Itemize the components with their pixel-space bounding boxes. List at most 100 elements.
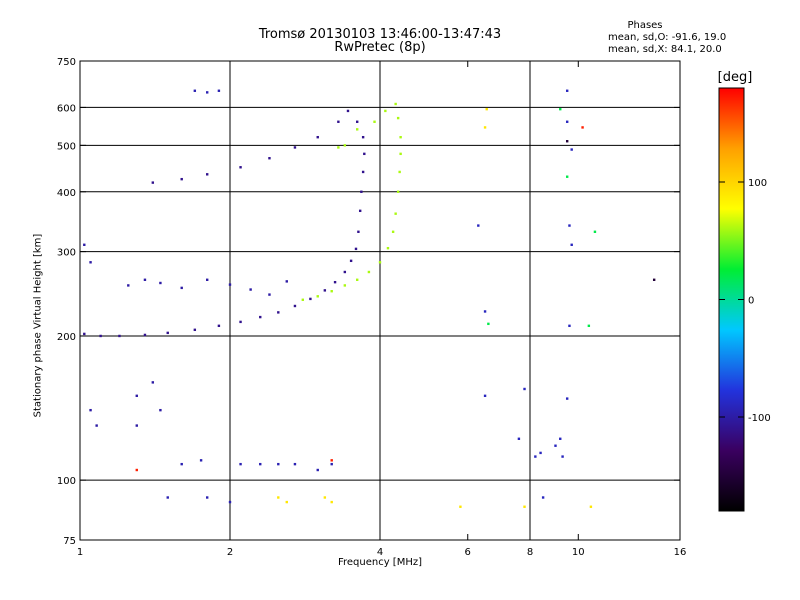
y-axis-ticks: 75 100 200 300 400 500 600 750 [57, 57, 680, 547]
data-point [159, 408, 162, 412]
chart-title-line-1: Tromsø 20130103 13:46:00-13:47:43 [258, 27, 502, 42]
data-point [343, 284, 347, 287]
data-point [293, 304, 297, 308]
y-tick-label: 400 [57, 188, 76, 199]
data-point [293, 146, 297, 149]
data-point [565, 120, 569, 123]
data-point [565, 397, 569, 400]
data-point [205, 496, 209, 499]
data-point [343, 144, 347, 147]
data-point [398, 170, 401, 174]
data-point [554, 444, 557, 447]
data-point [384, 109, 387, 113]
data-point [541, 496, 545, 499]
data-point [151, 181, 155, 184]
phase-stats-x: mean, sd,X: 84.1, 20.0 [608, 44, 722, 55]
data-point [143, 333, 147, 337]
colorbar-tick-label: -100 [748, 413, 771, 424]
data-point [361, 135, 365, 139]
y-tick-label: 75 [63, 536, 76, 547]
data-point [652, 278, 656, 281]
data-point [330, 290, 333, 293]
phase-stats-title: Phases [627, 20, 663, 31]
data-point [180, 177, 183, 181]
data-point [523, 505, 526, 508]
x-tick-label: 2 [227, 547, 233, 558]
data-point [363, 152, 366, 156]
y-tick-label: 750 [57, 57, 76, 68]
y-tick-label: 100 [57, 476, 76, 487]
data-point [477, 224, 480, 227]
data-point [293, 462, 297, 466]
data-point [568, 324, 571, 328]
data-point [166, 496, 169, 499]
data-point [587, 324, 591, 328]
data-point [360, 190, 363, 193]
data-point [361, 170, 365, 174]
data-point [316, 135, 319, 139]
data-point [239, 462, 242, 466]
data-point [534, 455, 537, 458]
data-point [259, 315, 262, 319]
y-tick-label: 200 [57, 332, 76, 343]
data-point [193, 89, 197, 92]
data-point [367, 270, 371, 274]
colorbar-tick-label: 100 [748, 178, 767, 189]
data-point [268, 157, 271, 160]
data-point [355, 278, 359, 281]
data-point [180, 286, 183, 290]
data-point [358, 209, 362, 213]
data-point [391, 230, 395, 233]
x-tick-label: 4 [377, 547, 383, 558]
data-point [346, 109, 350, 113]
data-point [565, 140, 569, 143]
data-point [485, 107, 488, 111]
data-point [355, 128, 359, 131]
data-point [323, 496, 327, 499]
data-point [568, 224, 571, 227]
data-point [249, 288, 252, 291]
data-point [349, 259, 353, 263]
data-point [330, 459, 333, 462]
data-point [277, 311, 280, 314]
phase-stats-o: mean, sd,O: -91.6, 19.0 [608, 32, 727, 43]
data-point [373, 120, 376, 123]
data-point [228, 283, 232, 286]
data-point [83, 332, 86, 336]
y-tick-label: 600 [57, 103, 76, 114]
data-point [459, 505, 462, 508]
data-point [559, 437, 562, 440]
x-tick-label: 16 [674, 547, 687, 558]
data-point [394, 102, 397, 106]
colorbar-unit: [deg] [717, 70, 753, 85]
data-point [316, 468, 319, 472]
data-point [589, 505, 593, 508]
data-point [205, 173, 209, 176]
data-point [523, 387, 526, 391]
plot-grid [80, 61, 680, 540]
x-tick-label: 1 [77, 547, 83, 558]
data-point [99, 334, 102, 338]
x-tick-label: 6 [465, 547, 471, 558]
data-point [378, 261, 382, 264]
data-point [205, 91, 209, 94]
data-point [355, 120, 359, 123]
data-point [95, 424, 98, 427]
data-point [285, 500, 288, 504]
data-point [239, 166, 242, 169]
data-point [396, 190, 400, 193]
chart-title-line-2: RwPretec (8p) [334, 40, 426, 55]
data-point [135, 468, 138, 472]
data-point [386, 246, 390, 250]
data-point [277, 496, 280, 499]
data-point [118, 334, 121, 338]
colorbar-tick-label: 0 [748, 296, 754, 307]
data-point [316, 295, 319, 298]
data-point [487, 322, 490, 326]
data-point [330, 500, 333, 504]
data-point [259, 462, 262, 466]
data-point [333, 280, 337, 284]
data-point [343, 270, 347, 274]
data-point [565, 175, 569, 178]
